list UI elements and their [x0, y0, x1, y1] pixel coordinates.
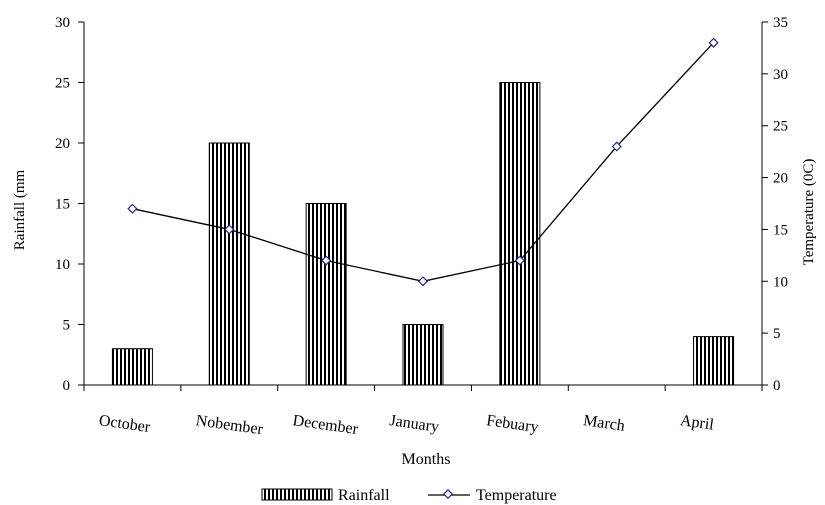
y2-tick-label-5: 25 — [773, 119, 788, 135]
y2-tick-label-1: 5 — [773, 326, 781, 342]
temperature-point-1 — [224, 224, 235, 235]
y-tick-label-0: 0 — [63, 378, 71, 394]
x-tick-label-5: March — [582, 412, 626, 435]
x-tick-label-6: April — [679, 412, 715, 434]
category-labels: October Nobember December January Febuary Mar… — [98, 412, 716, 438]
y-tick-label-3: 15 — [55, 197, 70, 213]
y-tick-label-6: 30 — [55, 15, 70, 31]
x-axis-title: Months — [402, 451, 451, 468]
y-tick-label-5: 25 — [55, 76, 70, 92]
temperature-point-5 — [611, 141, 622, 152]
rainfall-bar-3 — [402, 324, 444, 386]
y2-tick-label-0: 0 — [773, 378, 781, 394]
rainfall-bar-6 — [693, 336, 735, 386]
y-tick-label-2: 10 — [55, 257, 70, 273]
y-tick-label-4: 20 — [55, 136, 70, 152]
temperature-point-3 — [417, 276, 429, 287]
x-tick-label-3: January — [388, 412, 440, 436]
y2-tick-label-4: 20 — [773, 171, 788, 187]
y2-tick-label-2: 10 — [773, 274, 788, 290]
legend-rainfall-swatch — [261, 488, 333, 501]
legend: Rainfall Temperature — [261, 487, 557, 504]
temperature-point-2 — [321, 255, 332, 266]
temperature-point-0 — [127, 203, 138, 214]
y2-tick-label-3: 15 — [773, 222, 788, 238]
x-tick-label-2: December — [292, 412, 360, 438]
rainfall-bar-1 — [208, 142, 250, 386]
temperature-point-6 — [708, 37, 719, 48]
legend-temperature-label: Temperature — [476, 487, 557, 504]
temperature-series — [127, 37, 719, 287]
y2-tick-label-7: 35 — [773, 15, 788, 31]
legend-rainfall-label: Rainfall — [338, 487, 390, 504]
y2-axis-title: Temperature (0C) — [801, 159, 817, 266]
rainfall-bar-0 — [111, 348, 153, 386]
y-tick-label-1: 5 — [63, 318, 71, 334]
rainfall-bar-2 — [305, 203, 347, 386]
legend-temperature-marker — [442, 488, 454, 500]
x-tick-label-0: October — [98, 412, 152, 436]
temperature-point-4 — [514, 255, 525, 266]
x-tick-label-4: Febuary — [485, 412, 539, 436]
rainfall-bar-4 — [499, 82, 541, 386]
y2-tick-label-6: 30 — [773, 67, 788, 83]
rainfall-bars — [111, 82, 735, 386]
axes: 0 5 10 15 20 25 30 0 5 10 15 20 25 30 35 — [55, 15, 788, 394]
y-axis-title: Rainfall (mm — [12, 169, 28, 250]
x-tick-label-1: Nobember — [195, 412, 265, 438]
